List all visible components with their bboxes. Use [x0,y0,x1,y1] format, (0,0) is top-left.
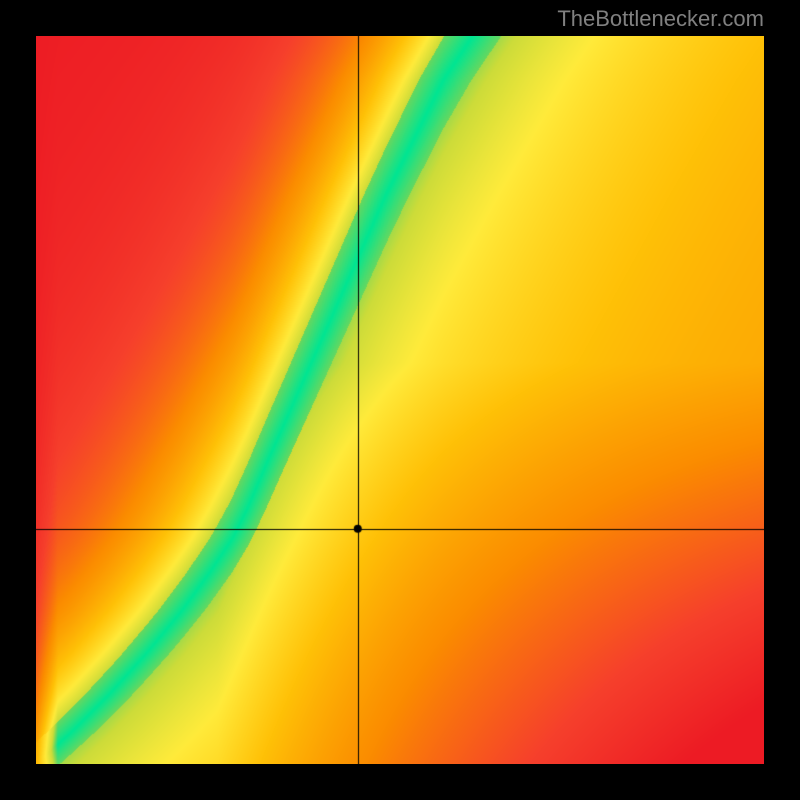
chart-container: TheBottlenecker.com [0,0,800,800]
bottleneck-heatmap [36,36,764,764]
watermark-text: TheBottlenecker.com [557,6,764,32]
